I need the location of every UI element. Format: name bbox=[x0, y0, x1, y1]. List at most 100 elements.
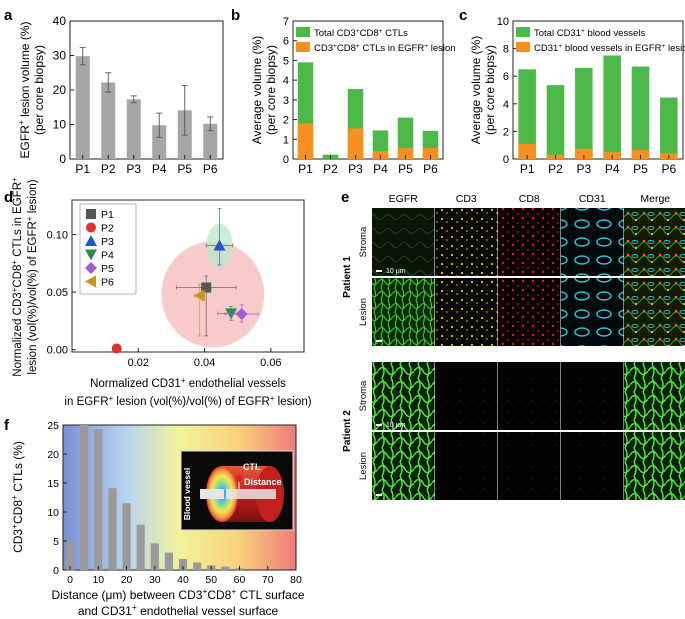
xtick-label-a: P1 bbox=[75, 162, 90, 176]
chart-f-xlabel-line1: Distance (μm) between CD3+CD8+ CTL surfa… bbox=[51, 586, 304, 602]
chart-d-ylabel-line2: lesion (vol(%)/vol(%) of EGFR+ lesion) bbox=[25, 179, 40, 374]
blood-vessel-inset-label: Blood vessel bbox=[182, 468, 192, 520]
legend-marker-P3 bbox=[85, 235, 97, 246]
ctl-cell-marker bbox=[235, 474, 243, 482]
micrograph-tile-cd31 bbox=[561, 432, 624, 500]
micrograph-tile-cd31 bbox=[561, 208, 624, 276]
panel-label-e: e bbox=[341, 189, 349, 206]
ytick-label-c: 2 bbox=[503, 126, 509, 138]
chart-a-ylabel2: (per core biopsy) bbox=[32, 45, 46, 135]
xtick-label-f: 0 bbox=[67, 574, 73, 586]
xtick-label-a: P3 bbox=[126, 162, 141, 176]
ytick-label-c: 6 bbox=[503, 71, 509, 83]
xtick-label-a: P5 bbox=[177, 162, 192, 176]
ytick-label-f: 0 bbox=[53, 565, 59, 577]
patient-label-1: Patient 1 bbox=[342, 256, 353, 298]
panel-label-f: f bbox=[4, 417, 10, 434]
xtick-label-f: 60 bbox=[234, 574, 246, 586]
xtick-label-c: P1 bbox=[520, 162, 535, 176]
marker-P2 bbox=[111, 343, 122, 354]
xtick-label-a: P2 bbox=[101, 162, 116, 176]
ytick-label-d: 0.00 bbox=[47, 345, 68, 357]
ytick-label-b: 3 bbox=[283, 95, 289, 107]
xtick-label-c: P6 bbox=[661, 162, 676, 176]
ytick-label-b: 6 bbox=[283, 36, 289, 48]
legend-label-P2: P2 bbox=[101, 223, 114, 235]
row-label-lesion: Lesion bbox=[358, 298, 369, 326]
marker-P3 bbox=[213, 239, 226, 251]
bar-f-45 bbox=[193, 562, 202, 570]
legend-label-P6: P6 bbox=[101, 277, 114, 289]
micrograph-tile-egfr bbox=[372, 432, 435, 500]
chart-f-ylabel: CD3+CD8+ CTLs (%) bbox=[9, 441, 25, 553]
row-label-stroma: Stroma bbox=[358, 380, 369, 411]
bar-c-s1-P3 bbox=[575, 148, 593, 159]
marker-P5 bbox=[235, 308, 248, 320]
bar-f-30 bbox=[150, 543, 159, 570]
bar-a-P4 bbox=[152, 125, 167, 159]
bar-a-P1 bbox=[75, 56, 90, 159]
xtick-label-f: 10 bbox=[92, 574, 104, 586]
micrograph-tile-merge bbox=[624, 362, 685, 430]
legend-swatch-c-0 bbox=[516, 27, 530, 37]
micrograph-tile-cd3 bbox=[435, 362, 498, 430]
column-header-cd3: CD3 bbox=[456, 193, 477, 205]
xtick-label-f: 50 bbox=[205, 574, 217, 586]
ytick-label-b: 0 bbox=[283, 154, 289, 166]
chart-c-ylabel2: (per core biopsy) bbox=[483, 45, 497, 135]
legend-marker-P5 bbox=[85, 262, 97, 274]
marker-P6 bbox=[193, 289, 205, 302]
bar-c-s0-P3 bbox=[575, 67, 593, 159]
legend-label-P5: P5 bbox=[101, 263, 114, 275]
micrograph-tile-merge bbox=[624, 278, 685, 346]
ytick-label-f: 20 bbox=[47, 449, 59, 461]
bar-c-s0-P2 bbox=[546, 85, 565, 159]
panel-label-c: c bbox=[459, 7, 467, 24]
xtick-label-d: 0.02 bbox=[128, 357, 149, 369]
ytick-label-b: 2 bbox=[283, 115, 289, 127]
ytick-label-a: 20 bbox=[53, 83, 67, 97]
xtick-label-c: P4 bbox=[605, 162, 620, 176]
legend-label-b-0: Total CD3+CD8+ CTLs bbox=[314, 28, 408, 40]
distance-inset-label: Distance bbox=[244, 477, 282, 487]
blood-vessel-tube bbox=[200, 489, 224, 499]
micrograph-tile-cd3 bbox=[435, 278, 498, 346]
legend-swatch-b-1 bbox=[296, 42, 310, 52]
legend-swatch-c-1 bbox=[516, 42, 530, 52]
chart-d-xlabel-line2: in EGFR+ lesion (vol(%)/vol(%) of EGFR+ … bbox=[64, 394, 311, 409]
legend-swatch-b-0 bbox=[296, 27, 310, 37]
ytick-label-b: 4 bbox=[283, 75, 289, 87]
micrograph-tile-cd31 bbox=[561, 278, 624, 346]
chart-d-ylabel-line1: Normalized CD3+CD8+ CTLs in EGFR+ bbox=[10, 177, 25, 377]
micrograph-tile-egfr bbox=[372, 278, 435, 346]
xtick-label-b: P5 bbox=[398, 162, 413, 176]
bar-f-0 bbox=[65, 541, 75, 570]
xtick-label-b: P1 bbox=[298, 162, 313, 176]
legend-label-c-1: CD31+ blood vessels in EGFR+ lesion bbox=[534, 43, 685, 55]
xtick-label-c: P3 bbox=[576, 162, 591, 176]
bar-f-5 bbox=[80, 425, 89, 570]
scale-bar-label: 10 μm bbox=[386, 268, 406, 275]
column-header-cd31: CD31 bbox=[579, 193, 606, 205]
cluster-region-0 bbox=[161, 241, 265, 348]
micrograph-tile-cd3 bbox=[435, 208, 498, 276]
legend-label-P4: P4 bbox=[101, 250, 114, 262]
ytick-label-a: 40 bbox=[53, 14, 67, 28]
chart-d-frame bbox=[71, 199, 305, 353]
column-header-merge: Merge bbox=[640, 193, 670, 205]
panel-label-b: b bbox=[231, 7, 240, 24]
chart-a-frame bbox=[69, 20, 224, 160]
xtick-label-c: P5 bbox=[633, 162, 648, 176]
xtick-label-b: P3 bbox=[348, 162, 363, 176]
ytick-label-a: 0 bbox=[59, 152, 66, 166]
xtick-label-f: 20 bbox=[121, 574, 133, 586]
row-label-lesion: Lesion bbox=[358, 452, 369, 480]
bar-f-40 bbox=[178, 558, 188, 570]
column-header-egfr: EGFR bbox=[389, 193, 419, 205]
micrograph-tile-cd8 bbox=[498, 432, 561, 500]
xtick-label-b: P2 bbox=[323, 162, 338, 176]
xtick-label-b: P6 bbox=[423, 162, 438, 176]
bar-c-s0-P1 bbox=[518, 69, 536, 159]
